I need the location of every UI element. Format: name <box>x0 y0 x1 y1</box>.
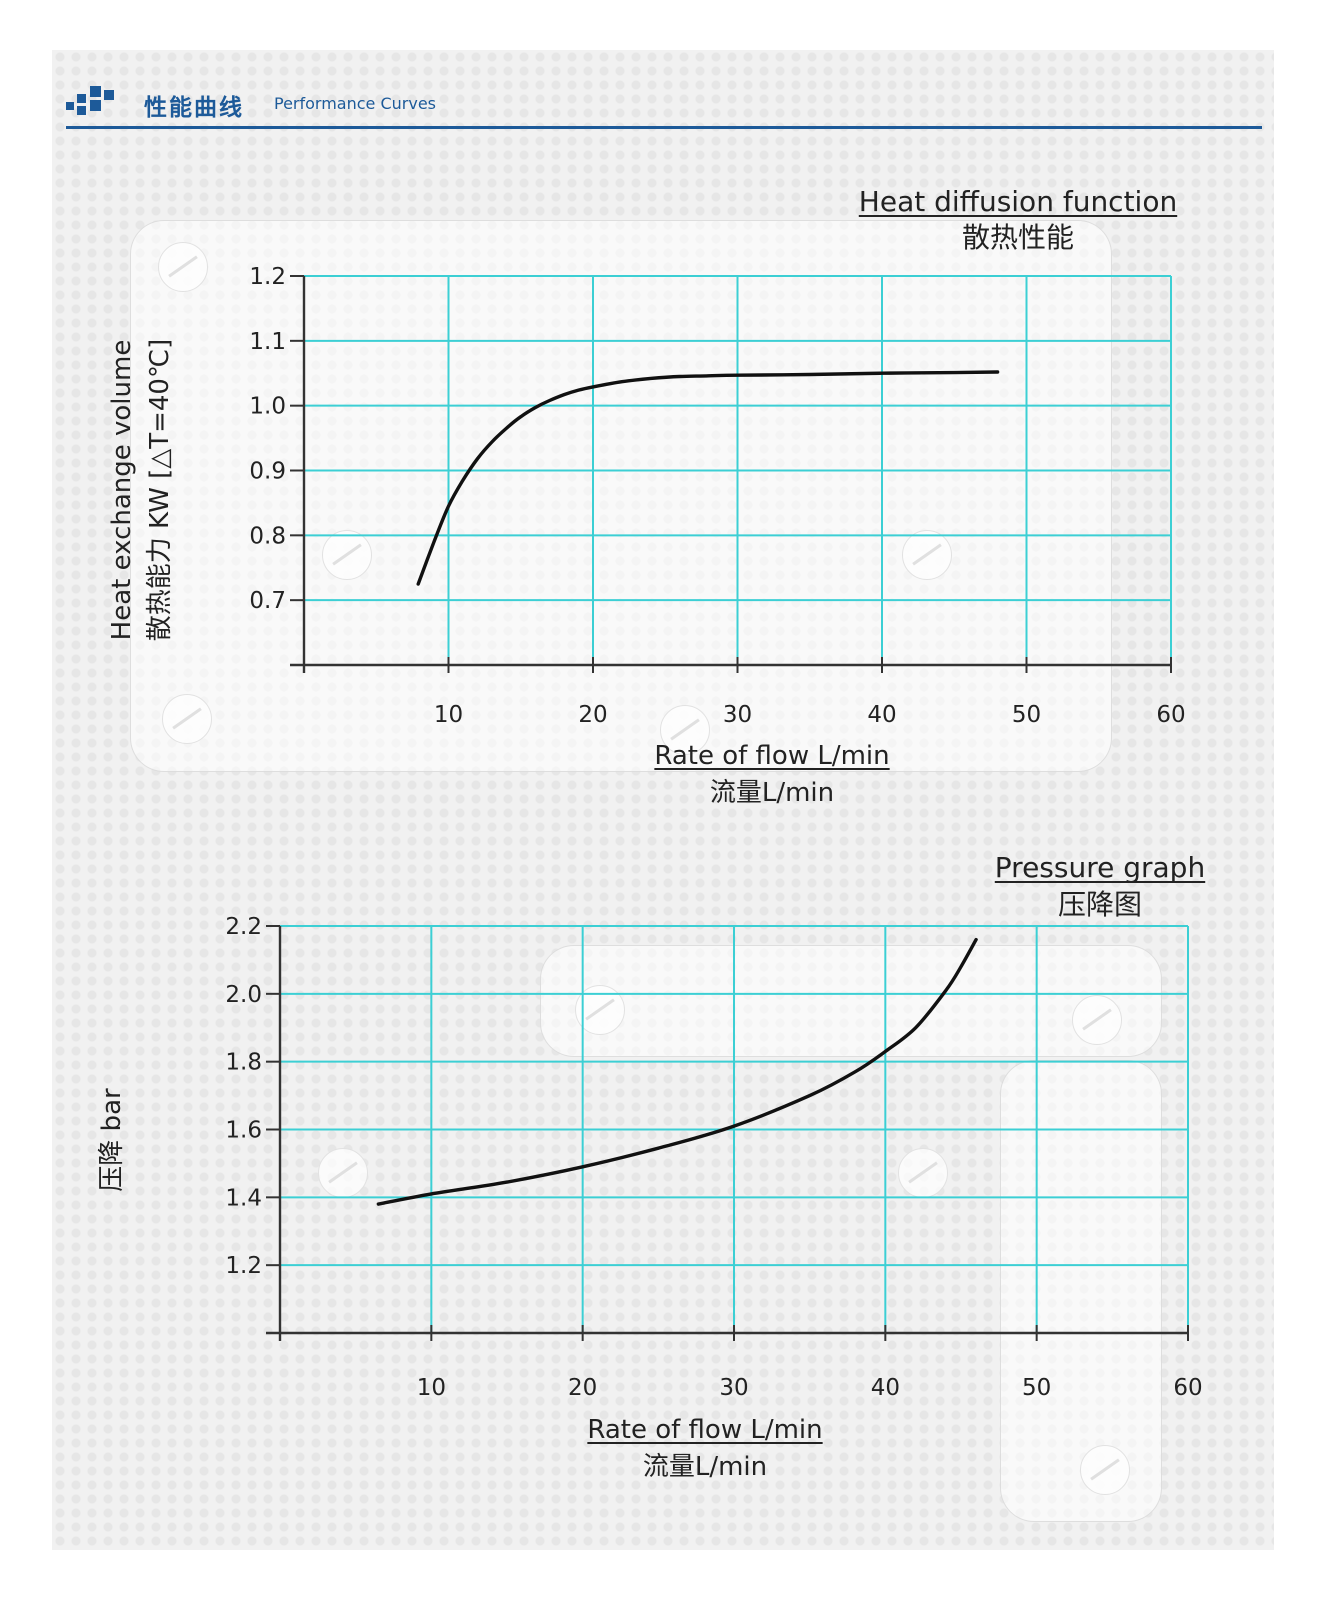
screw-icon <box>1072 995 1122 1045</box>
grid <box>280 925 1189 1333</box>
logo-squares-icon <box>66 86 114 116</box>
y-tick-label: 1.1 <box>249 329 286 355</box>
screw-icon <box>322 530 372 580</box>
screw-icon <box>1080 1445 1130 1495</box>
x-tick-label: 10 <box>417 1375 446 1401</box>
y-tick-labels: 0.7 0.8 0.9 1.0 1.1 1.2 <box>249 264 286 614</box>
y-tick-labels: 1.2 1.4 1.6 1.8 2.0 2.2 <box>225 914 262 1279</box>
x-tick-label: 20 <box>568 1375 597 1401</box>
heat-diffusion-chart: 10 20 30 40 50 60 0.7 0.8 0.9 1.0 1.1 1.2 Heat dif… <box>107 185 1186 808</box>
x-axis-label-cn: 流量L/min <box>643 1452 767 1482</box>
background-plate <box>1000 1060 1162 1522</box>
x-tick-label: 10 <box>434 702 463 728</box>
y-axis-label: 压降 bar <box>97 1088 127 1192</box>
y-tick-label: 1.2 <box>249 264 286 290</box>
screw-icon <box>902 530 952 580</box>
x-tick-label: 50 <box>1012 702 1041 728</box>
axes <box>290 275 1172 673</box>
y-axis-label: Heat exchange volume <box>107 340 137 641</box>
y-tick-label: 0.8 <box>249 523 286 549</box>
chart-title: Pressure graph <box>995 851 1205 884</box>
background-plate <box>130 220 1112 772</box>
chart-title: Heat diffusion function <box>859 185 1177 218</box>
y-tick-label: 1.0 <box>249 394 286 420</box>
x-tick-label: 20 <box>578 702 607 728</box>
header-title-cn: 性能曲线 <box>144 95 244 121</box>
x-tick-labels: 10 20 30 40 50 60 <box>417 1375 1203 1401</box>
x-axis-label-cn: 流量L/min <box>710 778 834 808</box>
y-tick-label: 2.2 <box>225 914 262 940</box>
screw-icon <box>660 705 710 755</box>
pressure-chart: 10 20 30 40 50 60 1.2 1.4 1.6 1.8 2.0 2.2 Pressure… <box>97 851 1206 1482</box>
chart-subtitle: 压降图 <box>1058 888 1142 921</box>
series-line <box>376 937 978 1206</box>
chart-subtitle: 散热性能 <box>962 221 1074 254</box>
screw-icon <box>162 694 212 744</box>
axes <box>266 925 1189 1341</box>
x-tick-label: 60 <box>1156 702 1185 728</box>
y-tick-label: 1.8 <box>225 1050 262 1076</box>
x-tick-label: 30 <box>719 1375 748 1401</box>
y-tick-label: 1.2 <box>225 1253 262 1279</box>
grid <box>304 275 1172 665</box>
x-tick-label: 30 <box>723 702 752 728</box>
section-header: 性能曲线 Performance Curves <box>52 50 1274 132</box>
y-tick-label: 1.4 <box>225 1185 262 1211</box>
x-axis-label: Rate of flow L/min <box>587 1415 822 1445</box>
series-line <box>416 370 1000 586</box>
screw-icon <box>898 1148 948 1198</box>
background-plate <box>540 945 1162 1057</box>
y-tick-label: 0.9 <box>249 459 286 485</box>
y-axis-label-cn: 散热能力 KW [△T=40℃] <box>145 339 175 642</box>
header-divider <box>66 126 1262 129</box>
x-tick-label: 40 <box>871 1375 900 1401</box>
screw-icon <box>158 242 208 292</box>
header-title-en: Performance Curves <box>274 94 437 113</box>
y-tick-label: 1.6 <box>225 1118 262 1144</box>
x-tick-label: 50 <box>1022 1375 1051 1401</box>
y-tick-label: 0.7 <box>249 588 286 614</box>
y-tick-label: 2.0 <box>225 982 262 1008</box>
x-tick-label: 40 <box>867 702 896 728</box>
x-axis-label: Rate of flow L/min <box>654 741 889 771</box>
x-tick-label: 60 <box>1173 1375 1202 1401</box>
x-tick-labels: 10 20 30 40 50 60 <box>434 702 1186 728</box>
